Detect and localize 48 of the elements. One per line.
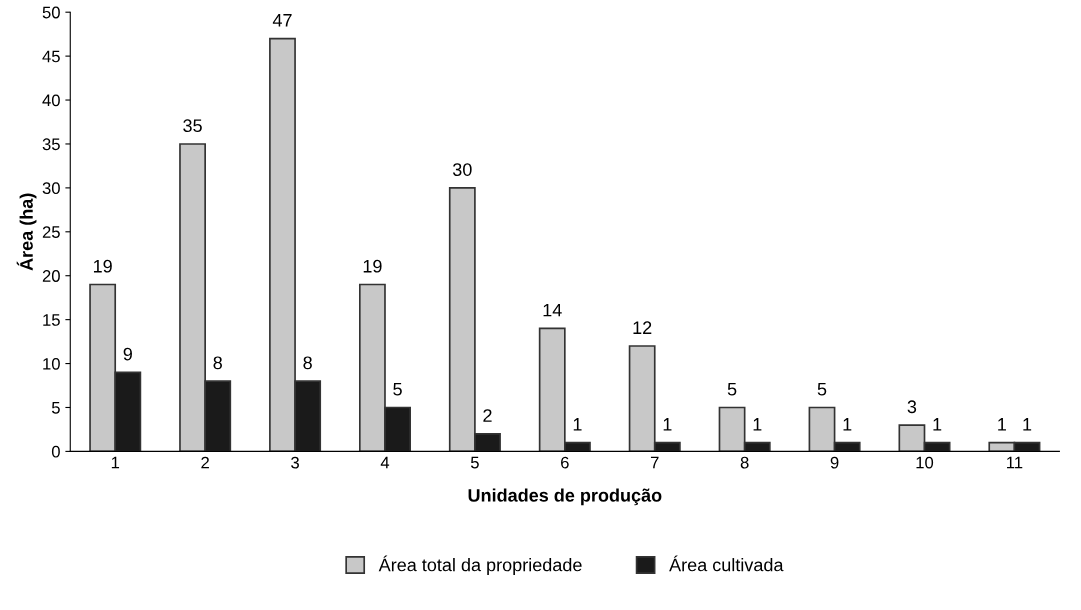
x-tick-label: 7: [650, 456, 659, 469]
y-tick-label: 15: [43, 314, 60, 326]
data-label: 19: [93, 259, 112, 273]
y-axis-title: Área (ha): [16, 193, 37, 271]
y-tick-label: 10: [43, 357, 60, 370]
data-label: 1: [998, 418, 1006, 431]
x-tick-label: 10: [916, 456, 934, 469]
x-tick-label: 2: [201, 456, 209, 469]
data-label: 1: [663, 418, 672, 431]
y-tick-label: 40: [42, 94, 60, 107]
data-label: 12: [633, 321, 652, 334]
y-tick-label: 30: [42, 182, 60, 195]
y-tick-label: 5: [51, 402, 60, 414]
data-label: 1: [843, 418, 852, 431]
y-tick-label: 35: [42, 138, 60, 151]
y-tick-label: 25: [42, 226, 60, 238]
data-label: 1: [753, 418, 762, 431]
data-label: 8: [213, 356, 222, 370]
data-label: 8: [303, 356, 312, 370]
y-tick-label: 45: [42, 50, 60, 63]
legend-label: Área cultivada: [669, 555, 784, 572]
data-label: 2: [483, 409, 492, 422]
x-tick-label: 5: [470, 456, 479, 469]
x-tick-label: 8: [740, 456, 749, 469]
data-label: 30: [452, 163, 472, 176]
data-label: 5: [817, 382, 827, 396]
data-label: 14: [543, 303, 562, 317]
x-tick-label: 6: [561, 456, 569, 469]
data-label: 35: [183, 119, 202, 133]
data-label: 5: [727, 382, 737, 396]
x-tick-label: 3: [291, 456, 299, 469]
x-tick-label: 11: [1007, 456, 1023, 469]
data-label: 47: [272, 14, 292, 27]
data-label: 1: [573, 418, 582, 431]
data-label: 5: [393, 382, 402, 396]
data-label: 19: [363, 259, 382, 273]
x-tick-label: 4: [380, 456, 390, 469]
x-tick-label: 1: [111, 456, 120, 469]
data-label: 1: [1023, 418, 1032, 431]
data-label: 1: [933, 418, 942, 431]
data-label: 3: [907, 400, 917, 414]
x-tick-label: 9: [830, 456, 839, 469]
y-tick-label: 0: [51, 445, 60, 458]
legend-label: Área total da propriedade: [378, 555, 582, 575]
x-axis-title: Unidades de produção: [468, 488, 662, 506]
data-label: 9: [123, 347, 132, 361]
y-tick-label: 20: [42, 270, 60, 282]
y-tick-label: 50: [42, 6, 60, 19]
